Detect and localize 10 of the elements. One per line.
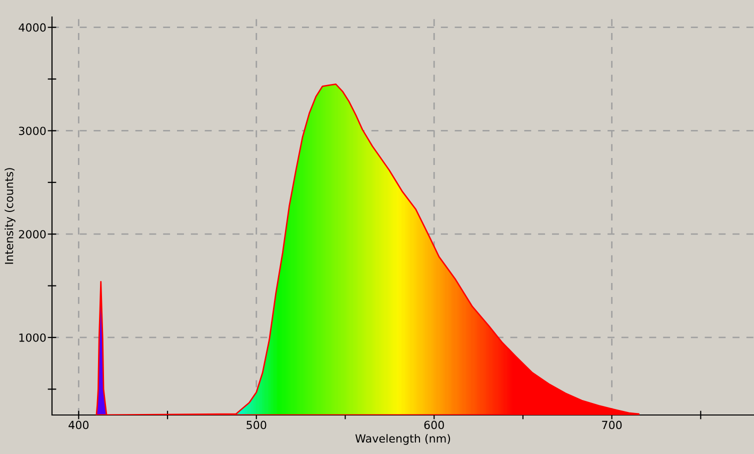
- y-tick-label: 1000: [19, 333, 46, 342]
- x-tick-label: 400: [68, 420, 89, 430]
- y-tick-label: 2000: [18, 230, 46, 238]
- y-axis-title: Intensity (counts): [4, 168, 16, 264]
- y-tick-label: 4000: [18, 23, 46, 32]
- x-tick-label: 700: [602, 420, 622, 430]
- x-axis-title: Wavelength (nm): [355, 434, 450, 445]
- x-tick-label: 500: [246, 420, 266, 430]
- x-tick-label: 600: [424, 420, 444, 430]
- y-tick-label: 3000: [19, 126, 46, 136]
